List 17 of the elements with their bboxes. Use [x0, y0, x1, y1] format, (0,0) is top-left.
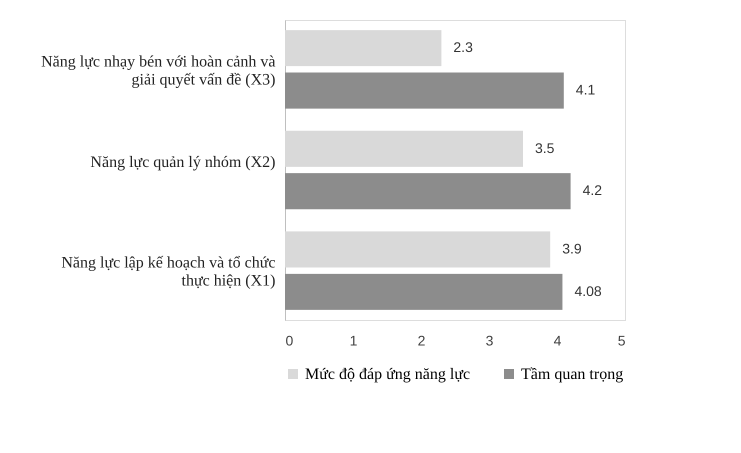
x-tick-label: 4	[554, 332, 562, 348]
x-tick-label: 2	[418, 332, 426, 348]
data-label: 3.5	[535, 140, 555, 156]
x-tick-label: 1	[350, 332, 358, 348]
y-tick-label: Năng lực quản lý nhóm (X2)	[90, 154, 276, 171]
legend-label: Tầm quan trọng	[521, 366, 624, 383]
legend-label: Mức độ đáp ứng năng lực	[305, 366, 470, 383]
data-label: 4.1	[576, 82, 596, 98]
data-label: 2.3	[453, 39, 474, 56]
x-tick-label: 5	[618, 332, 626, 348]
x-tick-label: 0	[286, 332, 294, 348]
x-tick-label: 3	[486, 332, 494, 348]
y-tick-label: Năng lực lập kế hoạch và tổ chức thực hiện (X1)	[61, 254, 276, 290]
data-label: 4.08	[574, 282, 602, 299]
data-label: 4.2	[582, 182, 602, 198]
y-tick-label: Năng lực nhạy bén với hoàn cảnh và giải quyết vấn đề (X3)	[41, 53, 276, 88]
data-label: 3.9	[562, 240, 582, 256]
